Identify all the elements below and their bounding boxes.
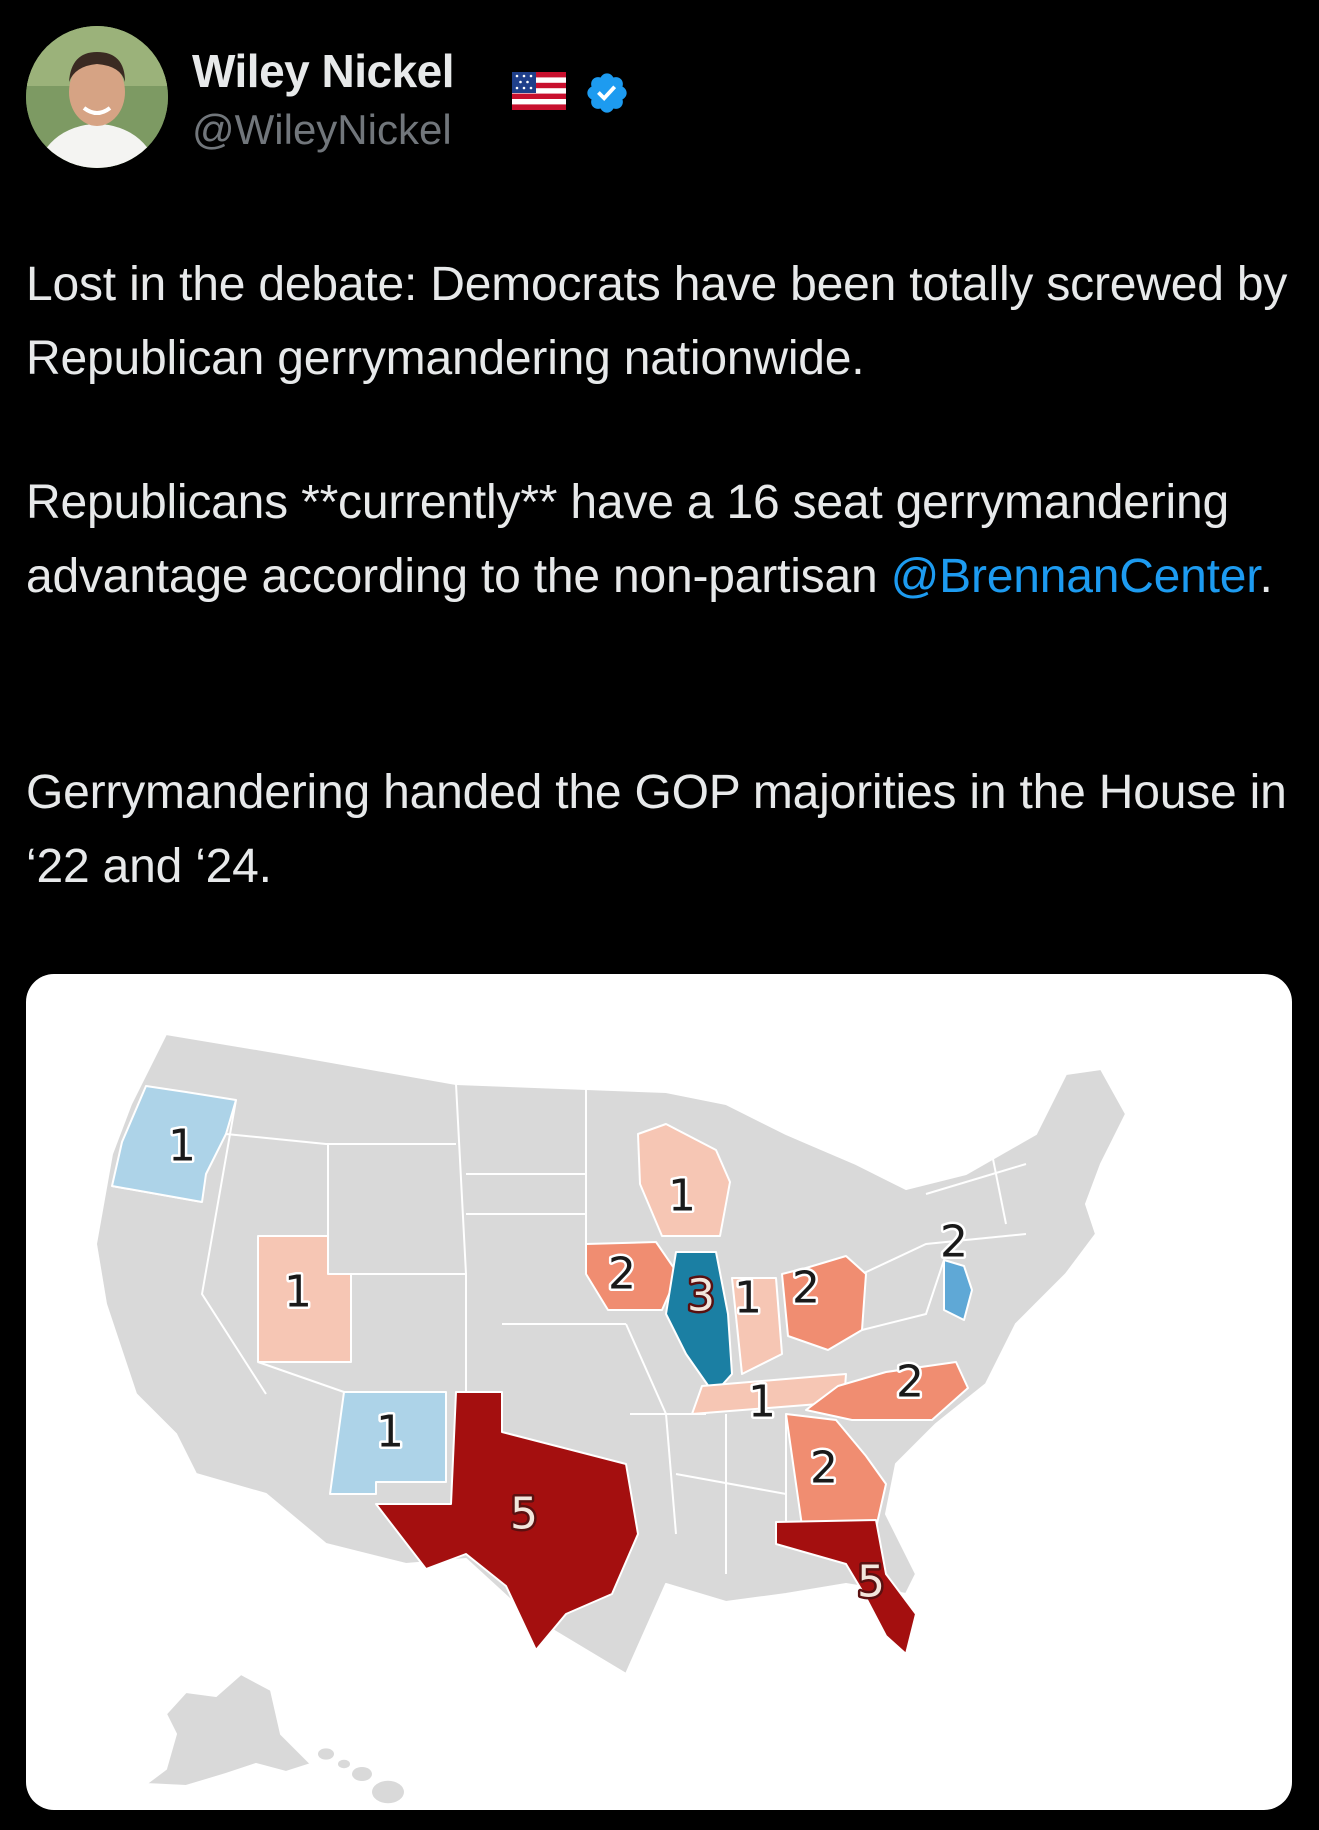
tweet-paragraph-3: Gerrymandering handed the GOP majorities… [26, 766, 1287, 893]
state-border-6 [257, 1361, 345, 1393]
label-iowa: 2 [608, 1249, 636, 1300]
state-border-3 [225, 1133, 456, 1145]
verified-badge-icon[interactable] [584, 70, 630, 116]
state-new-jersey [943, 1259, 973, 1321]
label-wisconsin: 1 [668, 1171, 696, 1222]
mention-link[interactable]: @BrennanCenter [890, 550, 1260, 603]
label-tennessee: 1 [748, 1377, 776, 1428]
state-utah [257, 1235, 352, 1363]
state-border-17 [861, 1259, 945, 1331]
alaska-shape [145, 1673, 312, 1787]
label-texas: 5 [510, 1489, 538, 1540]
label-georgia: 2 [810, 1443, 838, 1494]
state-border-20 [985, 1123, 1007, 1225]
author-handle[interactable]: @WileyNickel [192, 106, 452, 153]
tweet-paragraph-2: Republicans **currently** have a 16 seat… [26, 466, 1296, 614]
label-north-carolina: 2 [896, 1357, 924, 1408]
state-wisconsin [637, 1123, 731, 1237]
label-oregon: 1 [168, 1121, 196, 1172]
state-texas [375, 1391, 639, 1651]
author-name[interactable]: Wiley Nickel [192, 45, 455, 97]
state-indiana [731, 1277, 783, 1375]
state-border-19 [925, 1163, 1027, 1195]
avatar-photo [26, 26, 168, 168]
state-north-carolina [805, 1361, 969, 1421]
hawaii-island-3 [352, 1767, 372, 1781]
state-oregon [111, 1085, 237, 1203]
state-border-7 [455, 1083, 467, 1275]
label-ohio: 2 [792, 1263, 820, 1314]
hawaii-island-2 [338, 1759, 350, 1769]
state-ohio [781, 1255, 867, 1351]
state-border-18 [861, 1233, 1027, 1275]
state-border-14 [675, 1473, 787, 1495]
us-flag-icon [512, 72, 566, 110]
label-utah: 1 [284, 1267, 312, 1318]
avatar[interactable] [26, 26, 168, 168]
tweet-paragraph-1: Lost in the debate: Democrats have been … [26, 258, 1288, 385]
state-florida [775, 1519, 917, 1655]
tweet-paragraph-2-end: . [1259, 550, 1273, 603]
tweet-header: Wiley Nickel @WileyNickel [26, 26, 1286, 172]
hawaii-island-1 [318, 1748, 334, 1760]
hawaii-island-4 [372, 1780, 404, 1804]
label-indiana: 1 [734, 1273, 762, 1324]
state-new-mexico [329, 1391, 447, 1495]
tweet-paragraph-2-text: Republicans **currently** have a 16 seat… [26, 476, 1230, 603]
label-new-jersey: 2 [940, 1217, 968, 1268]
label-new-mexico: 1 [376, 1407, 404, 1458]
label-florida: 5 [857, 1557, 885, 1608]
state-border-1 [200, 1099, 267, 1395]
label-illinois: 3 [687, 1271, 715, 1322]
state-iowa [585, 1241, 679, 1311]
